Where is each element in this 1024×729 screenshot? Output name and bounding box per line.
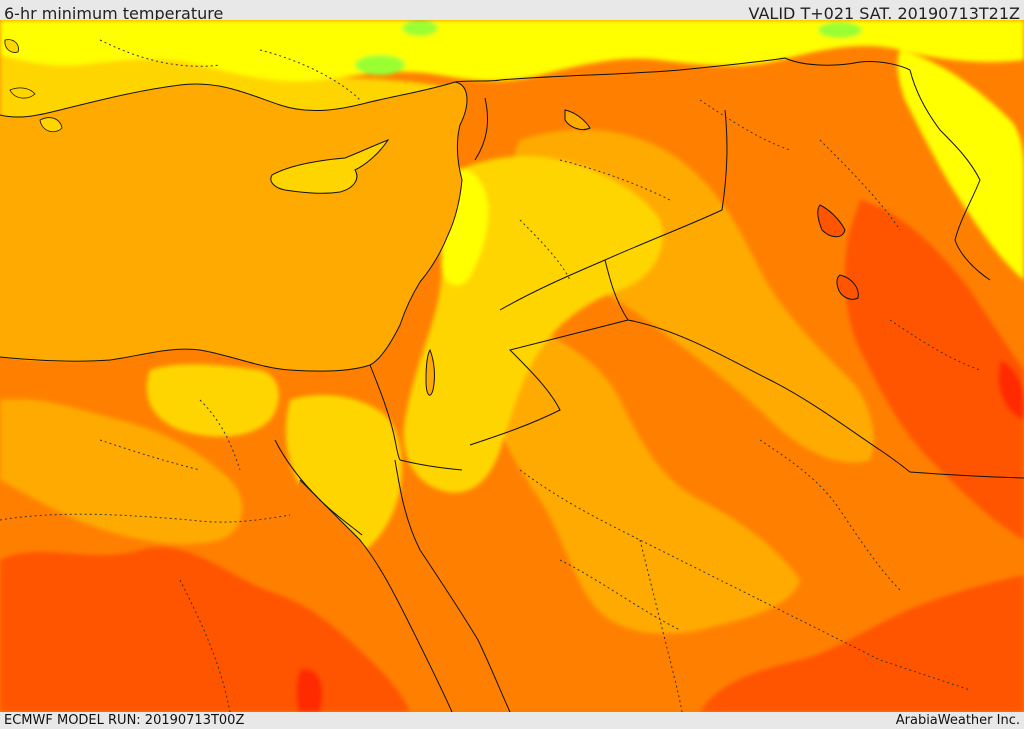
red-spot-east [998, 360, 1024, 420]
coastline [0, 81, 468, 372]
light-orange-egypt [0, 399, 243, 545]
credit-label: ArabiaWeather Inc. [895, 713, 1020, 728]
cyprus-island [270, 138, 390, 194]
light-yellow-east [897, 50, 1024, 280]
yellow-delta [146, 364, 279, 437]
light-orange-arabia [489, 320, 800, 634]
map-title: 6-hr minimum temperature [4, 4, 224, 20]
aegean-islands [4, 39, 63, 133]
red-sea [297, 480, 452, 712]
model-run-label: ECMWF MODEL RUN: 20190713T00Z [4, 713, 245, 728]
footer-bar: ECMWF MODEL RUN: 20190713T00Z ArabiaWeat… [0, 712, 1024, 729]
valid-time-label: VALID T+021 SAT. 20190713T21Z [748, 4, 1020, 20]
temperature-bands [0, 20, 1024, 712]
lake-tharthar [817, 204, 846, 238]
international-borders [369, 57, 1024, 479]
green-patch-3 [818, 22, 862, 38]
lake-assad [564, 109, 591, 131]
red-sea-coast-west [299, 479, 453, 712]
turkey-coast [0, 81, 456, 118]
gulf-of-suez [274, 439, 363, 536]
red-spot-southwest [296, 669, 323, 712]
red-sea-coast-east [394, 459, 511, 712]
green-patch-2 [402, 20, 438, 36]
dead-sea [425, 348, 435, 396]
green-patch-1 [355, 55, 405, 75]
lake-habbaniyah [836, 274, 859, 300]
yellow-sinai [285, 395, 402, 550]
header-bar: 6-hr minimum temperature VALID T+021 SAT… [0, 0, 1024, 20]
mediterranean-sea [0, 82, 467, 372]
temperature-map [0, 20, 1024, 712]
map-canvas [0, 20, 1024, 712]
light-yellow-turkey [0, 20, 1024, 82]
dark-band-southeast [700, 575, 1024, 712]
dark-band-east [844, 200, 1024, 540]
internal-boundaries [0, 39, 981, 712]
